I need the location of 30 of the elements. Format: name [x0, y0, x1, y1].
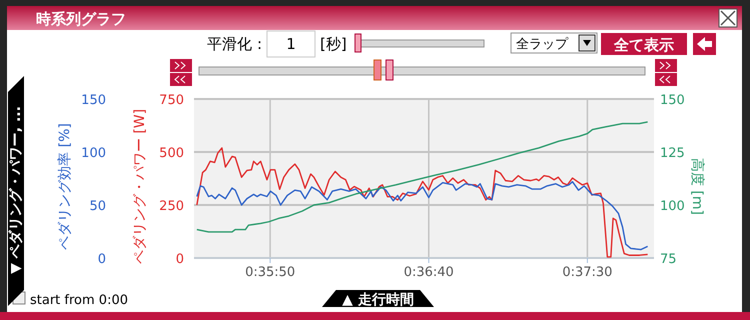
y2-tick-label: 150: [660, 93, 685, 108]
x-tick-label: 0:36:40: [404, 265, 454, 280]
y3-tick-label: 150: [81, 93, 106, 108]
line-series: [196, 180, 648, 250]
x-axis-title: ▲ 走行時間: [342, 292, 414, 308]
text: ▼ ペダリング・パワー, ...: [8, 106, 24, 274]
text: 全ラップ: [516, 37, 569, 52]
text: [秒]: [320, 35, 347, 53]
chart-title: 時系列グラフ: [36, 10, 126, 28]
y2-axis-title: 高度 [m]: [689, 158, 705, 216]
x-tick-label: 0:35:50: [245, 265, 296, 280]
y-tick-label: 250: [159, 199, 184, 214]
x-tick-label: 0:37:30: [562, 265, 612, 280]
y2-tick-label: 100: [660, 199, 685, 214]
text: 1: [286, 35, 296, 53]
y-tick-label: 0: [176, 252, 184, 267]
y-axis-title: ペダリング・パワー [W]: [132, 108, 148, 264]
y2-tick-label: 75: [660, 252, 677, 267]
y-tick-label: 750: [159, 93, 184, 108]
y3-tick-label: 100: [81, 146, 106, 161]
y3-tick-label: 0: [98, 252, 106, 267]
y3-axis-title: ペダリング効率 [%]: [57, 123, 73, 250]
line-series: [196, 121, 648, 233]
text: 平滑化 :: [207, 35, 262, 53]
text: start from 0:00: [30, 293, 128, 308]
text: 全て表示: [613, 36, 674, 54]
y-tick-label: 500: [159, 146, 184, 161]
line-series: [196, 147, 648, 258]
y2-tick-label: 125: [660, 146, 685, 161]
y3-tick-label: 50: [89, 199, 106, 214]
